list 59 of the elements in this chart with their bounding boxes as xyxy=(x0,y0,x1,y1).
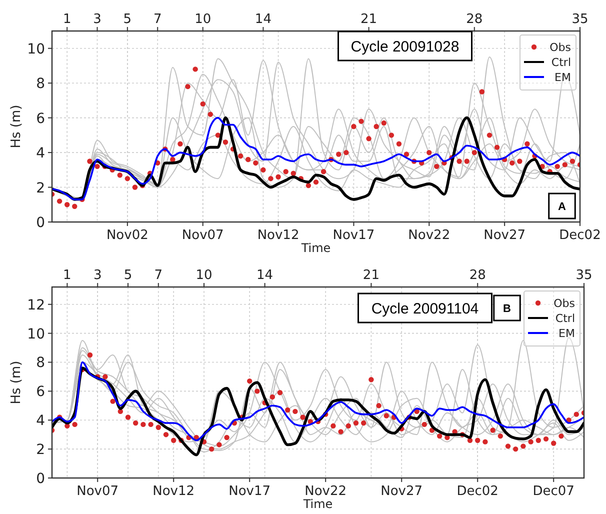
x2-tick-label: 10 xyxy=(196,268,212,283)
legend-label: EM xyxy=(558,327,575,340)
legend-label: Ctrl xyxy=(551,56,571,69)
y-tick-label: 0 xyxy=(36,471,45,487)
legend-label: Obs xyxy=(554,297,576,310)
x-tick-label: Nov22 xyxy=(304,484,347,499)
x2-tick-label: 14 xyxy=(256,268,274,283)
x2-tick-label: 5 xyxy=(124,268,132,283)
y-axis-title: Hs (m) xyxy=(9,104,24,148)
x2-tick-label: 35 xyxy=(572,12,588,27)
y-axis-title: Hs (m) xyxy=(9,360,24,404)
x2-tick-label: 28 xyxy=(469,268,486,283)
x2-tick-label: 3 xyxy=(93,268,102,283)
x2-tick-label: 21 xyxy=(360,12,378,27)
annotation: Cycle 20091028 xyxy=(350,38,460,56)
x-tick-label: Nov27 xyxy=(380,484,423,499)
annotation: A xyxy=(558,200,566,213)
y-tick-label: 8 xyxy=(36,76,45,92)
y-tick-label: 6 xyxy=(36,110,46,127)
x-tick-label: Nov12 xyxy=(152,484,195,499)
x2-tick-label: 14 xyxy=(254,12,272,27)
legend-label: Ctrl xyxy=(555,312,575,325)
x-axis-title: Time xyxy=(302,497,333,511)
x-tick-label: Nov17 xyxy=(228,484,271,499)
x2-tick-label: 21 xyxy=(362,268,380,283)
y-tick-label: 2 xyxy=(36,180,45,196)
y-tick-label: 6 xyxy=(36,384,46,400)
y-tick-label: 4 xyxy=(36,413,46,430)
legend-label: Obs xyxy=(550,41,572,54)
x-tick-label: Nov12 xyxy=(257,228,300,243)
x2-tick-label: 5 xyxy=(123,12,132,27)
x-tick-label: Nov27 xyxy=(484,228,526,243)
x-tick-label: Dec07 xyxy=(532,484,574,499)
y-tick-label: 8 xyxy=(36,355,45,372)
y-tick-label: 10 xyxy=(27,326,45,342)
legend-label: EM xyxy=(554,71,571,84)
x2-tick-label: 10 xyxy=(194,12,212,27)
y-tick-label: 10 xyxy=(27,41,45,58)
annotation: B xyxy=(503,302,512,315)
y-tick-label: 12 xyxy=(27,297,45,314)
x-tick-label: Nov17 xyxy=(332,228,375,243)
y-tick-label: 2 xyxy=(36,442,45,458)
y-tick-label: 4 xyxy=(36,146,46,162)
x-tick-label: Dec02 xyxy=(559,228,601,243)
x2-tick-label: 1 xyxy=(63,268,72,283)
x-tick-label: Nov02 xyxy=(106,228,148,243)
x2-tick-label: 28 xyxy=(466,12,483,27)
x-tick-label: Dec02 xyxy=(456,484,498,499)
y-tick-label: 0 xyxy=(36,215,45,231)
x2-tick-label: 7 xyxy=(153,12,162,27)
annotation: Cycle 20091104 xyxy=(371,300,479,318)
x-tick-label: Nov07 xyxy=(76,484,119,499)
x-tick-label: Nov07 xyxy=(182,228,224,243)
x2-tick-label: 7 xyxy=(154,268,163,283)
x2-tick-label: 1 xyxy=(62,12,72,27)
x-tick-label: Nov22 xyxy=(408,228,450,243)
x-axis-title: Time xyxy=(300,241,331,255)
x2-tick-label: 3 xyxy=(93,12,102,27)
x2-tick-label: 35 xyxy=(576,268,592,283)
